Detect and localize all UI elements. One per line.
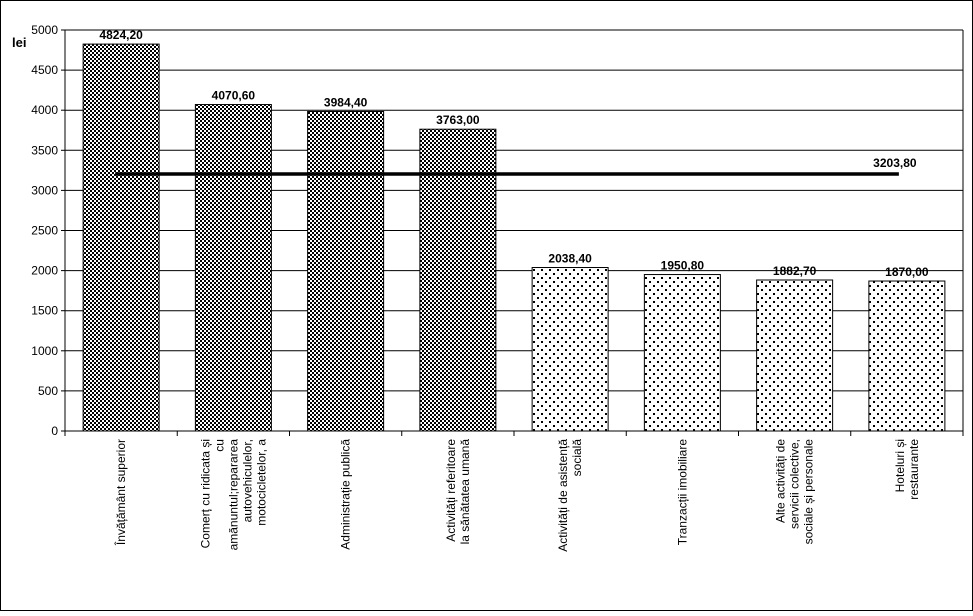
data-label: 1950,80: [661, 259, 705, 273]
x-category-label: Activități referitoare la sănătatea umană: [444, 439, 472, 545]
x-category-label: Tranzacții imobiliare: [675, 439, 689, 546]
bar: [531, 267, 609, 432]
x-category-label: Administrație publică: [339, 439, 353, 550]
x-category-label-line: motocicletelor, a: [254, 439, 268, 526]
data-label: 3763,00: [436, 113, 480, 127]
bar: [868, 280, 946, 432]
data-label: 3984,40: [324, 95, 368, 109]
x-category-label: Comerț cu ridicata și cu amănuntul;reparar…: [198, 439, 268, 551]
data-label: 2038,40: [548, 252, 592, 266]
bar: [82, 43, 160, 432]
y-tick-label: 3000: [31, 183, 58, 197]
y-tick-label: 3500: [31, 143, 58, 157]
data-label: 4824,20: [99, 28, 143, 42]
x-category-label: Activități de asistență socială: [556, 439, 584, 552]
x-category-label: Învățământ superior: [113, 439, 128, 546]
x-category-label-line: sociale și personale: [802, 439, 816, 545]
y-tick-label: 1500: [31, 304, 58, 318]
x-category-label-line: restaurante: [907, 439, 921, 500]
x-category-label-line: Tranzacții imobiliare: [675, 439, 689, 546]
data-label: 4070,60: [212, 89, 256, 103]
y-tick-label: 2500: [31, 224, 58, 238]
bar: [194, 104, 272, 432]
bar: [419, 128, 497, 432]
y-tick-label: 1000: [31, 344, 58, 358]
bar: [643, 274, 721, 432]
data-label: 1870,00: [885, 265, 929, 279]
x-category-label-line: Administrație publică: [339, 439, 353, 550]
y-axis-unit-label: lei: [12, 35, 26, 50]
x-category-label-line: amănuntul;repararea: [226, 439, 240, 551]
x-category-label-line: la sănătatea umană: [458, 439, 472, 545]
x-category-label-line: cu: [212, 439, 226, 452]
y-tick-label: 4500: [31, 63, 58, 77]
x-category-label-line: Activități referitoare: [444, 439, 458, 542]
y-tick-label: 5000: [31, 23, 58, 37]
bar: [756, 279, 834, 432]
x-category-label-line: Comerț cu ridicata și: [198, 439, 212, 548]
y-tick-label: 500: [38, 384, 58, 398]
reference-line-label: 3203,80: [873, 156, 917, 170]
data-label: 1882,70: [773, 264, 817, 278]
x-category-label-line: Activități de asistență: [556, 439, 570, 552]
bar: [307, 110, 385, 432]
x-category-label-line: Învățământ superior: [113, 439, 128, 546]
y-tick-label: 4000: [31, 103, 58, 117]
x-category-label: Hoteluri și restaurante: [893, 439, 921, 500]
x-category-label: Alte activități de servicii colective, soc…: [774, 439, 816, 545]
x-category-label-line: servicii colective,: [788, 439, 802, 529]
x-category-label-line: Alte activități de: [774, 439, 788, 523]
y-tick-label: 2000: [31, 264, 58, 278]
x-category-label-line: Hoteluri și: [893, 439, 907, 492]
x-category-label-line: autovehiculelor,: [240, 439, 254, 522]
y-tick-label: 0: [51, 424, 58, 438]
x-category-label-line: socială: [570, 439, 584, 477]
